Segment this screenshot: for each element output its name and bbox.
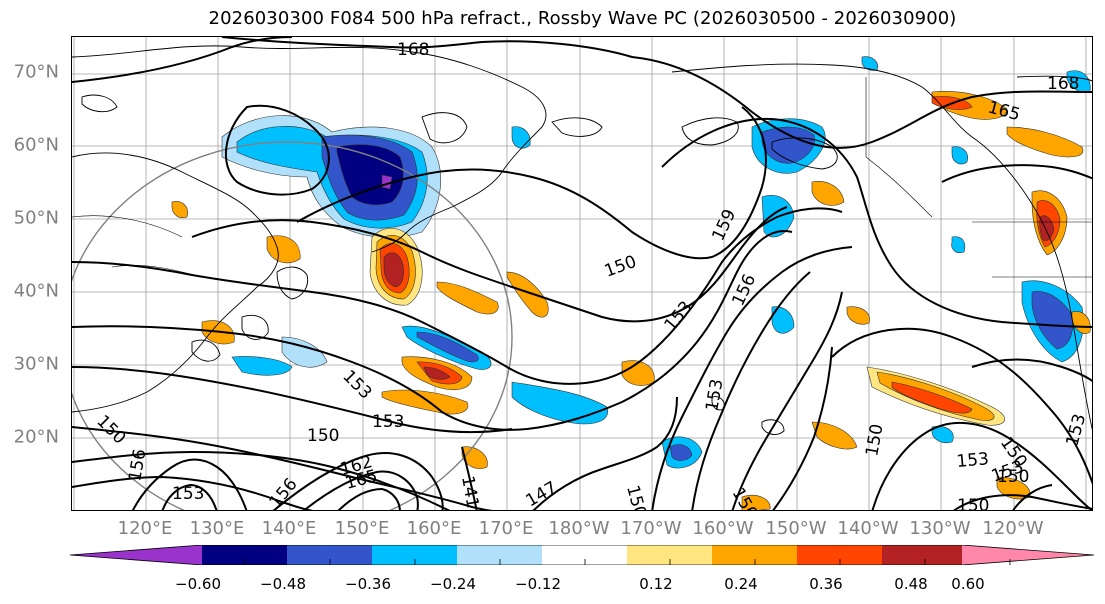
lat-label: 70°N: [13, 61, 59, 83]
great-circle-overlay: [72, 141, 513, 510]
colorbar-segment: [202, 545, 287, 565]
colorbar-max-arrow: [962, 545, 1094, 565]
lat-label: 60°N: [13, 134, 59, 156]
contour-label: 168: [1047, 74, 1079, 94]
map-canvas: 168 168 165 159 156 153 153 153 153 150 …: [72, 37, 1092, 511]
lon-label: 140°E: [261, 518, 317, 539]
contour-label: 150: [862, 422, 887, 457]
coastlines: [72, 45, 1092, 435]
borders: [72, 77, 1092, 278]
colorbar-segment: [797, 545, 882, 565]
colorbar-segment: [882, 545, 962, 565]
colorbar-tick-label: 0.48: [894, 575, 928, 593]
colorbar-segment: [457, 545, 542, 565]
lon-label: 130°E: [189, 518, 245, 539]
contour-label: 165: [986, 98, 1023, 126]
colorbar-tick-label: −0.48: [260, 575, 306, 593]
lat-label: 30°N: [13, 353, 59, 375]
contour-label: 150: [602, 252, 639, 282]
lon-label: 160°W: [692, 518, 754, 539]
lon-label: 150°W: [765, 518, 827, 539]
height-contours: [72, 37, 1092, 510]
colorbar-segment: [712, 545, 797, 565]
colorbar-tick-label: −0.12: [515, 575, 561, 593]
colorbar-segment: [372, 545, 457, 565]
contour-label: 150: [622, 483, 650, 511]
colorbar-segment: [627, 545, 712, 565]
lon-label: 120°E: [117, 518, 173, 539]
lon-label: 170°E: [478, 518, 534, 539]
lon-label: 120°W: [982, 518, 1044, 539]
lat-label: 40°N: [13, 280, 59, 302]
contour-label: 150: [997, 467, 1029, 487]
colorbar-min-arrow: [70, 545, 202, 565]
colorbar-tick-label: −0.24: [430, 575, 476, 593]
contour-label: 150: [307, 426, 339, 446]
colorbar-tick-label: −0.36: [345, 575, 391, 593]
colorbar-tick-label: 0.60: [951, 575, 985, 593]
map-title: 2026030300 F084 500 hPa refract., Rossby…: [208, 8, 957, 29]
colorbar-tick-label: −0.60: [175, 575, 221, 593]
colorbar-tick-label: 0.36: [809, 575, 843, 593]
contour-label: 156: [728, 271, 760, 309]
contour-label: 168: [397, 40, 429, 60]
colorbar-tick-label: 0.12: [639, 575, 673, 593]
lon-label: 140°W: [837, 518, 899, 539]
lon-label: 170°W: [620, 518, 682, 539]
colorbar: [70, 545, 1094, 565]
lon-label: 180°W: [548, 518, 610, 539]
contour-label: 153: [172, 484, 204, 504]
map-plot-area: 168 168 165 159 156 153 153 153 153 150 …: [71, 36, 1093, 511]
lon-label: 150°E: [334, 518, 390, 539]
contour-label: 153: [372, 412, 404, 432]
lon-label: 160°E: [406, 518, 462, 539]
colorbar-tick-label: 0.24: [724, 575, 758, 593]
lat-label: 20°N: [13, 426, 59, 448]
colorbar-segment: [542, 545, 627, 565]
colorbar-segment: [287, 545, 372, 565]
contour-label: 150: [957, 496, 989, 511]
contour-label: 153: [956, 449, 990, 472]
lat-label: 50°N: [13, 207, 59, 229]
negative-shading: [221, 56, 1091, 469]
lon-label: 130°W: [909, 518, 971, 539]
contour-label: 147: [523, 478, 561, 511]
contour-label: 153: [338, 366, 375, 403]
